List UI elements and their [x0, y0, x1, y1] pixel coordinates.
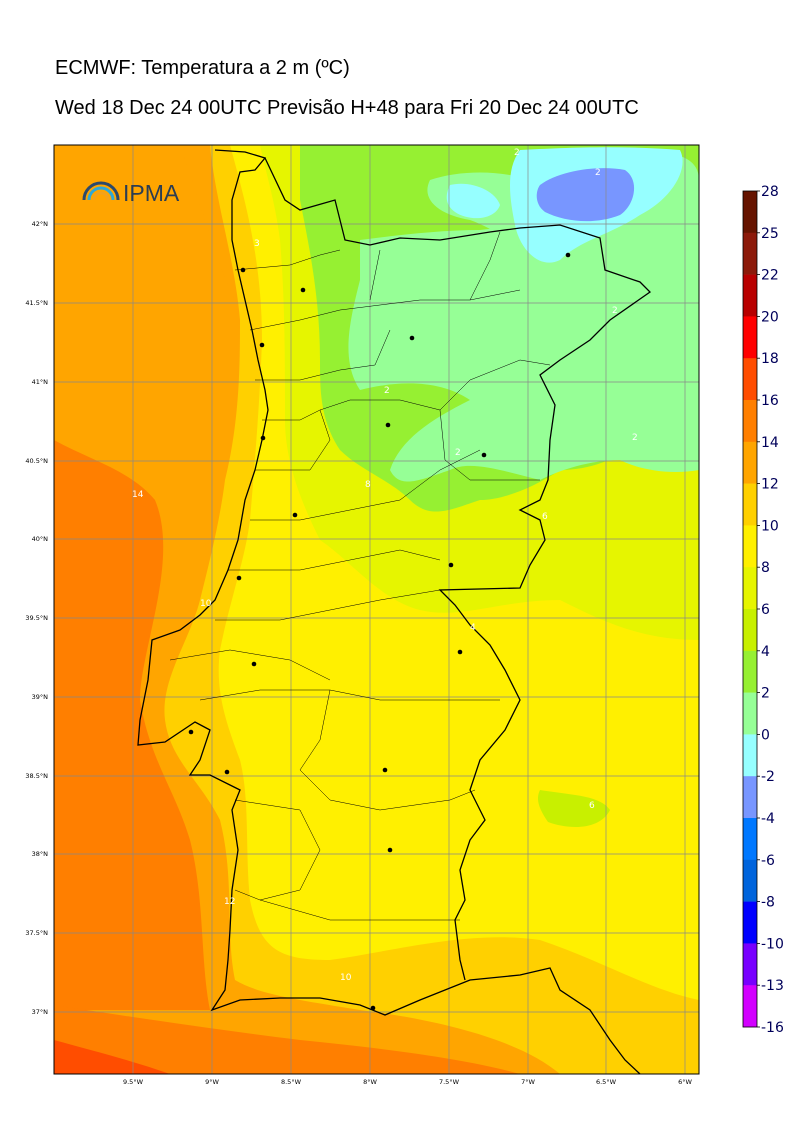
contour-labels: 2 2 3 2 2 2 2 8 6 14 10 4 6 12 10 [132, 148, 638, 983]
contour-label: 12 [224, 897, 235, 907]
contour-label: 2 [612, 306, 618, 316]
colorbar-label: 25 [761, 226, 779, 242]
colorbar-swatch [743, 609, 757, 652]
colorbar-swatch [743, 441, 757, 484]
colorbar-label: -2 [761, 769, 775, 785]
contour-label: 2 [632, 433, 638, 443]
colorbar-swatch [743, 274, 757, 317]
latitude-label: 42°N [32, 220, 49, 228]
contour-label: 6 [589, 801, 595, 811]
longitude-label: 9.5°W [123, 1078, 144, 1086]
colorbar-swatch [743, 818, 757, 861]
latitude-label: 38.5°N [25, 772, 48, 780]
country-outline [137, 149, 652, 1074]
contour-label: 6 [542, 512, 548, 522]
colorbar-label: 14 [761, 435, 779, 451]
colorbar-swatch [743, 191, 757, 234]
ipma-logo: IPMA [82, 180, 180, 206]
longitude-label: 7°W [521, 1078, 535, 1086]
contour-label: 2 [595, 168, 601, 178]
longitude-label: 8.5°W [281, 1078, 302, 1086]
map-title: ECMWF: Temperatura a 2 m (ºC) [55, 57, 350, 79]
latitude-labels: 42°N 41.5°N 41°N 40.5°N 40°N 39.5°N 39°N… [25, 220, 48, 1016]
colorbar-swatch [743, 567, 757, 610]
colorbar-swatch [743, 776, 757, 819]
map-subtitle: Wed 18 Dec 24 00UTC Previsão H+48 para F… [55, 97, 639, 119]
latitude-label: 37.5°N [25, 929, 48, 937]
colorbar-swatch [743, 358, 757, 401]
latitude-label: 40.5°N [25, 457, 48, 465]
colorbar-swatch [743, 400, 757, 443]
colorbar-swatch [743, 232, 757, 275]
graticule [54, 145, 699, 1074]
colorbar-label: -8 [761, 895, 775, 911]
district-borders [169, 231, 551, 921]
colorbar-label: 22 [761, 268, 779, 284]
contour-label: 2 [514, 148, 520, 158]
colorbar-label: -10 [761, 936, 784, 952]
colorbar-label: 0 [761, 727, 770, 743]
colorbar-swatch [743, 901, 757, 944]
longitude-label: 8°W [363, 1078, 377, 1086]
colorbar-swatch [743, 483, 757, 526]
contour-label: 2 [384, 386, 390, 396]
contour-label: 14 [132, 490, 144, 500]
colorbar-label: 2 [761, 686, 770, 702]
colorbar-swatch [743, 692, 757, 735]
latitude-label: 37°N [32, 1008, 49, 1016]
colorbar-swatch [743, 985, 757, 1028]
contour-label: 2 [455, 448, 461, 458]
colorbar-label: 28 [761, 184, 779, 200]
colorbar-label: 16 [761, 393, 779, 409]
colorbar-label: 6 [761, 602, 770, 618]
longitude-labels: 9.5°W 9°W 8.5°W 8°W 7.5°W 7°W 6.5°W 6°W [123, 1078, 692, 1086]
colorbar-swatch [743, 734, 757, 777]
longitude-label: 6°W [678, 1078, 692, 1086]
colorbar-label: -6 [761, 853, 775, 869]
latitude-label: 39.5°N [25, 614, 48, 622]
colorbar-label: 4 [761, 644, 770, 660]
svg-text:IPMA: IPMA [123, 180, 180, 206]
contour-label: 10 [200, 599, 212, 609]
latitude-label: 39°N [32, 693, 49, 701]
colorbar-swatch [743, 859, 757, 902]
latitude-label: 41.5°N [25, 299, 48, 307]
colorbar-swatch [743, 316, 757, 359]
map-frame [53, 144, 700, 1075]
temperature-field [54, 145, 699, 1074]
latitude-label: 41°N [32, 378, 49, 386]
colorbar-label: -16 [761, 1020, 784, 1036]
colorbar-label: 10 [761, 518, 779, 534]
colorbar-label: -4 [761, 811, 775, 827]
contour-label: 3 [254, 239, 260, 249]
colorbar-swatch [743, 943, 757, 986]
contour-label: 4 [470, 623, 476, 633]
colorbar-label: 20 [761, 309, 779, 325]
colorbar-label: 18 [761, 351, 779, 367]
colorbar-label: 8 [761, 560, 770, 576]
colorbar-swatch [743, 525, 757, 568]
colorbar-label: -13 [761, 978, 784, 994]
colorbar-swatch [743, 650, 757, 693]
colorbar-label: 12 [761, 477, 779, 493]
latitude-label: 38°N [32, 850, 49, 858]
city-markers [188, 252, 571, 1011]
longitude-label: 9°W [205, 1078, 219, 1086]
contour-label: 10 [340, 973, 352, 983]
latitude-label: 40°N [32, 535, 49, 543]
longitude-label: 6.5°W [596, 1078, 617, 1086]
contour-label: 8 [365, 480, 371, 490]
longitude-label: 7.5°W [439, 1078, 460, 1086]
